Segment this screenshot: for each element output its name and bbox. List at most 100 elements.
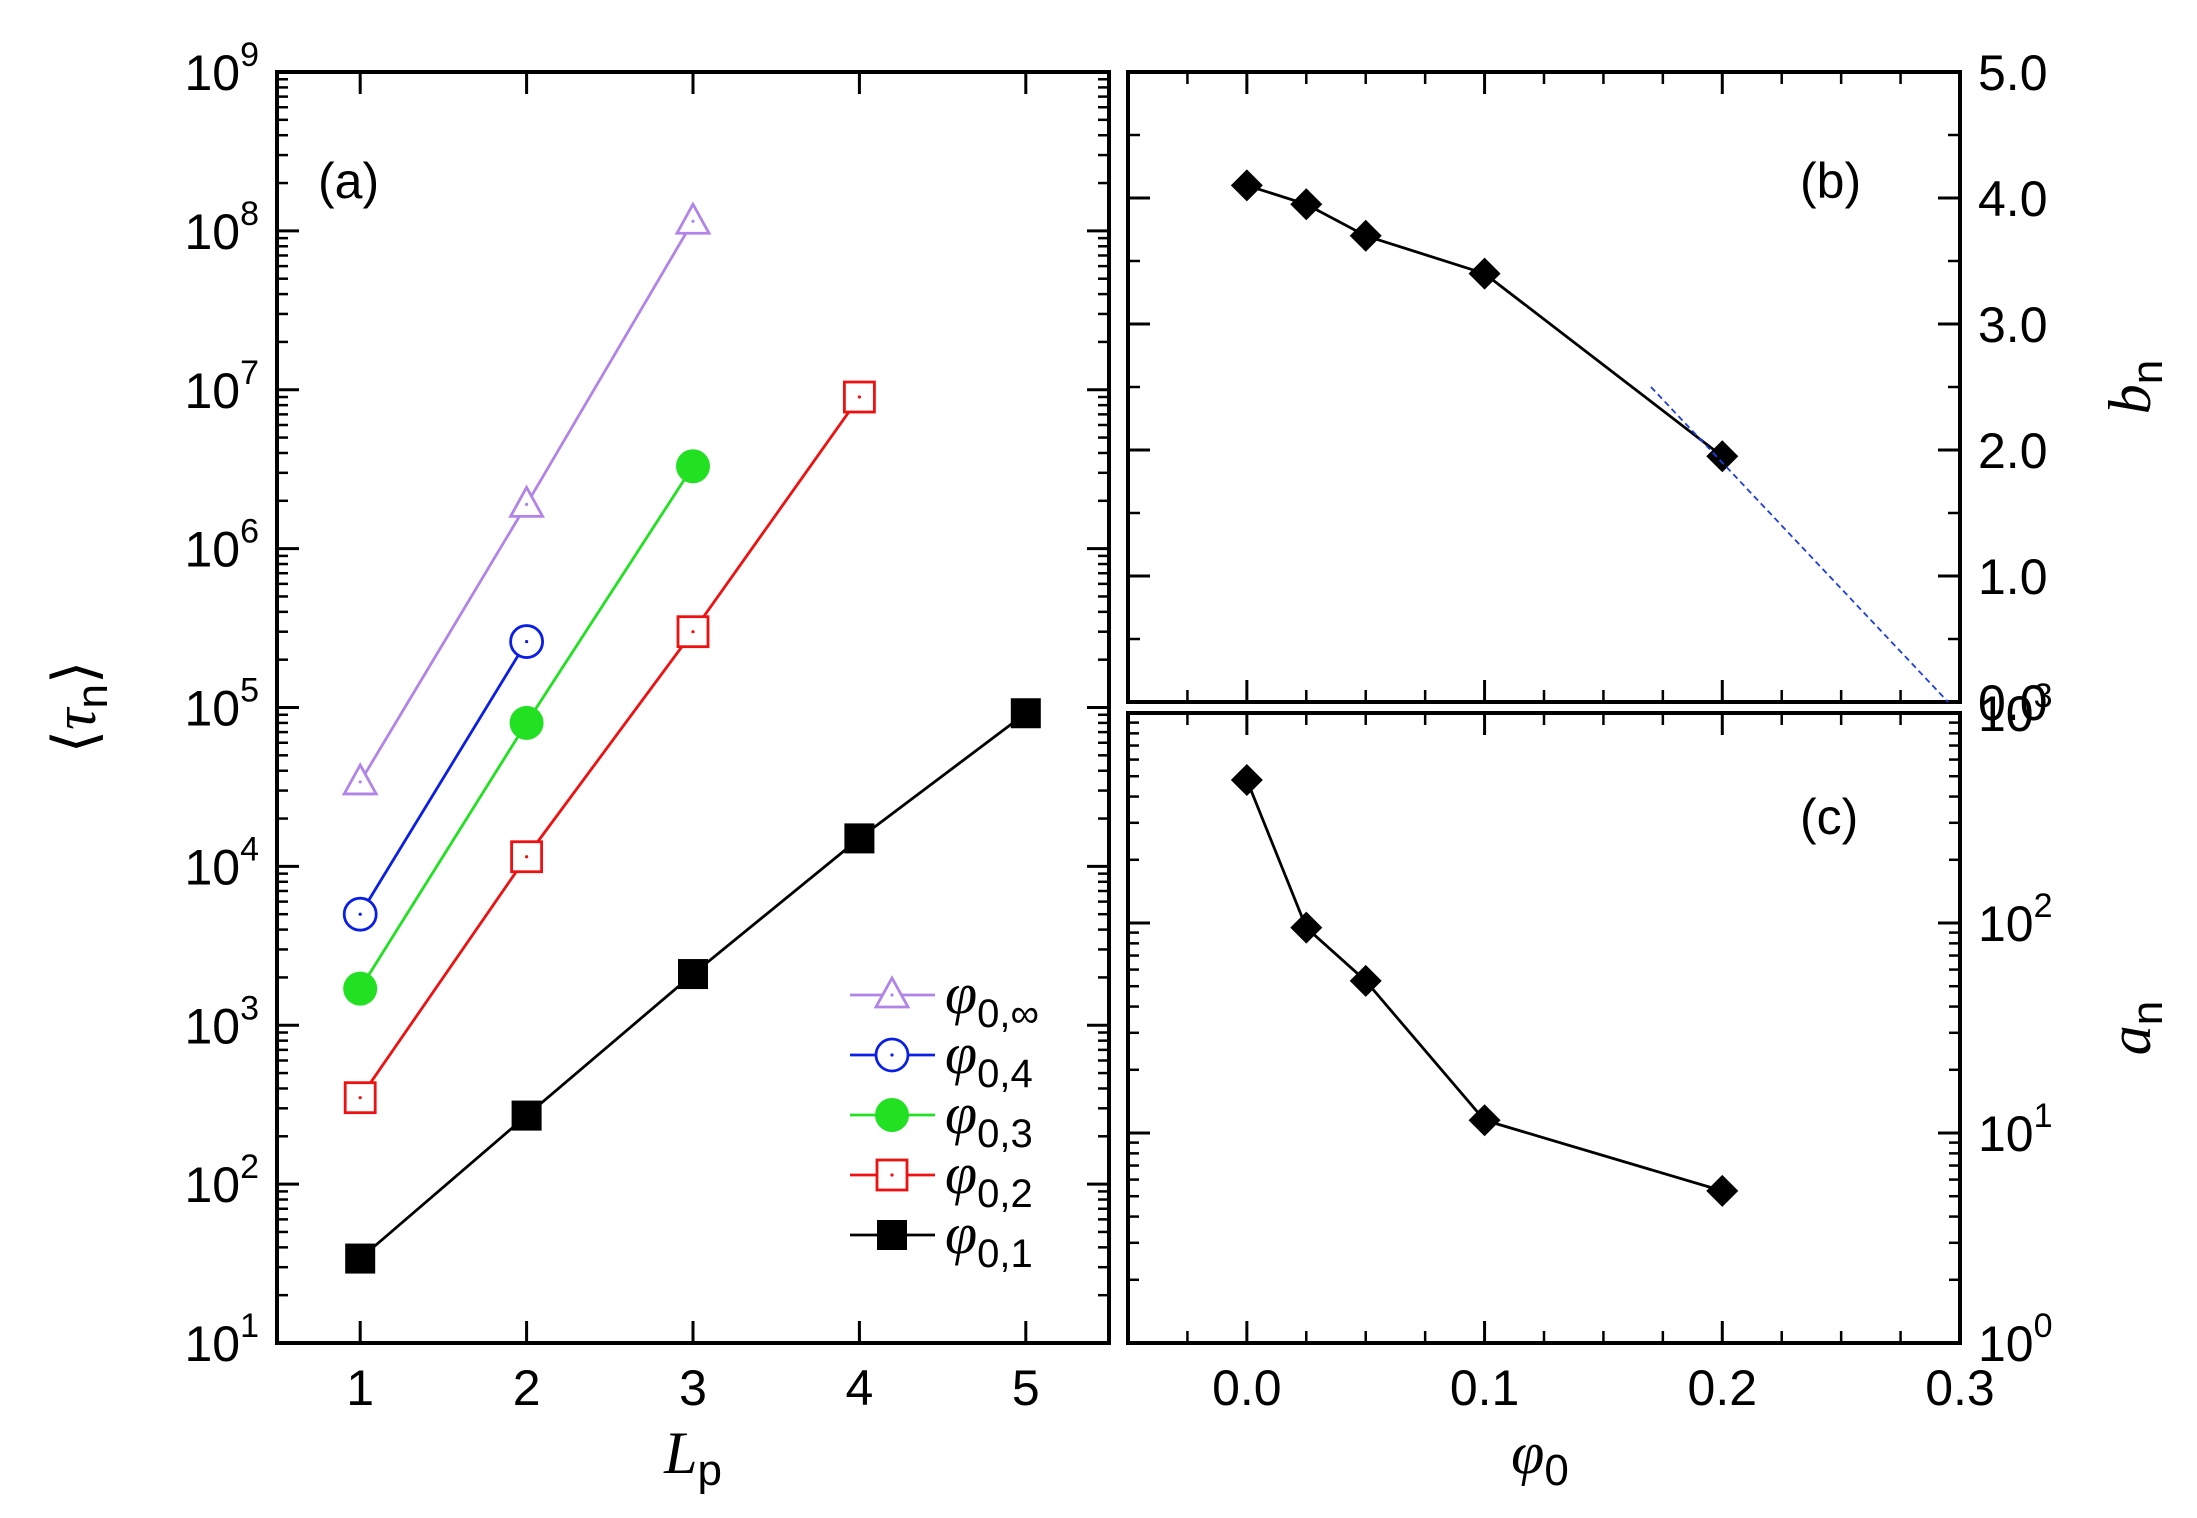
tick-base: 10 xyxy=(1978,1316,2034,1372)
y-axis-sub: n xyxy=(2123,360,2172,384)
legend-entry: φ0,1 xyxy=(850,1201,1033,1276)
x-tick-label: 2 xyxy=(513,1360,541,1416)
data-point-dot xyxy=(525,639,529,644)
data-point xyxy=(1468,1104,1501,1137)
legend-marker xyxy=(873,975,911,1009)
legend-marker-dot xyxy=(890,1173,894,1177)
y-tick-label: 108 xyxy=(184,195,259,260)
legend-symbol: φ xyxy=(945,1141,977,1206)
data-point-dot xyxy=(358,1096,362,1100)
tick-base: 10 xyxy=(184,998,240,1054)
legend-sub: 0,∞ xyxy=(977,992,1039,1036)
y-tick-label: 103 xyxy=(1978,677,2053,742)
legend-label: φ0,2 xyxy=(945,1141,1033,1216)
tick-base: 10 xyxy=(184,204,240,260)
series-line-1 xyxy=(359,640,528,915)
legend-label: φ0,4 xyxy=(945,1021,1033,1096)
tick-exp: 1 xyxy=(2034,1097,2053,1135)
y-tick-label: 104 xyxy=(184,830,259,895)
data-point-dot xyxy=(358,912,362,916)
data-point-dot xyxy=(691,630,695,634)
legend-label: φ0,3 xyxy=(945,1081,1033,1156)
tick-exp: 3 xyxy=(240,989,259,1027)
x-tick-label: 0.3 xyxy=(1925,1360,1995,1416)
tick-base: 10 xyxy=(1978,896,2034,952)
y-tick-label: 107 xyxy=(184,354,259,419)
data-point xyxy=(1230,169,1263,202)
x-tick-label: 0.0 xyxy=(1212,1360,1282,1416)
y-axis-title-c: an xyxy=(2097,1001,2172,1055)
tick-exp: 2 xyxy=(240,1148,259,1186)
data-point xyxy=(1290,911,1323,944)
y-axis-bracket: ⟨ xyxy=(42,730,108,753)
panel-label-b: (b) xyxy=(1800,153,1861,209)
legend-sub: 0,4 xyxy=(977,1052,1033,1096)
data-point xyxy=(1706,1174,1739,1207)
tick-exp: 0 xyxy=(2034,1307,2053,1345)
x-tick-label: 1 xyxy=(346,1360,374,1416)
y-tick-label: 2.0 xyxy=(1978,423,2048,479)
y-tick-label: 106 xyxy=(184,513,259,578)
legend-marker xyxy=(877,1220,907,1250)
data-point xyxy=(343,971,378,1006)
legend-sub: 0,2 xyxy=(977,1172,1033,1216)
tick-exp: 9 xyxy=(240,36,259,74)
y-tick-label: 109 xyxy=(184,36,259,101)
tick-base: 10 xyxy=(184,839,240,895)
data-point xyxy=(1706,440,1739,473)
x-axis-sub: p xyxy=(697,1446,721,1495)
y-tick-label: 103 xyxy=(184,989,259,1054)
data-point-dot xyxy=(857,395,862,399)
x-axis-title-c: φ0 xyxy=(1511,1420,1569,1495)
data-point xyxy=(1290,188,1323,221)
legend-symbol: φ xyxy=(945,1081,977,1146)
x-tick-label: 0.2 xyxy=(1688,1360,1758,1416)
series-line-0 xyxy=(1246,184,1724,458)
x-axis-sub: 0 xyxy=(1544,1446,1568,1495)
y-tick-label: 102 xyxy=(184,1148,259,1213)
data-point xyxy=(345,1243,376,1274)
tick-base: 10 xyxy=(184,1157,240,1213)
data-point xyxy=(676,449,710,484)
data-point xyxy=(508,484,545,518)
data-point xyxy=(511,1100,542,1131)
series-line-3 xyxy=(359,396,861,1099)
series-line-1 xyxy=(1650,386,1949,703)
legend-symbol: φ xyxy=(945,961,977,1026)
y-tick-label: 0.0 xyxy=(1978,675,2048,731)
tick-exp: 5 xyxy=(240,672,259,710)
legend-marker xyxy=(875,1098,909,1132)
legend-sub: 0,3 xyxy=(977,1112,1033,1156)
y-axis-symbol: τ xyxy=(42,706,108,730)
data-point xyxy=(678,959,708,990)
y-axis-sub: n xyxy=(2123,1001,2172,1025)
data-point-dot xyxy=(525,855,529,859)
y-tick-label: 4.0 xyxy=(1978,171,2048,227)
data-point xyxy=(844,823,875,854)
tick-base: 10 xyxy=(184,522,240,578)
legend-sub: 0,1 xyxy=(977,1232,1033,1276)
legend-marker-dot xyxy=(890,1053,894,1057)
x-axis-symbol: φ xyxy=(1511,1420,1544,1486)
data-point xyxy=(341,762,379,796)
data-point-dot xyxy=(525,502,529,506)
data-point xyxy=(1468,257,1501,290)
legend-entry: φ0,4 xyxy=(850,1021,1033,1096)
tick-exp: 1 xyxy=(240,1307,259,1345)
data-point xyxy=(1230,763,1263,796)
y-tick-label: 101 xyxy=(1978,1097,2053,1162)
legend-entry: φ0,3 xyxy=(850,1081,1033,1156)
panel-b: 0.0 1.0 2.0 3.0 4.0 5.0 (b) bn xyxy=(1126,45,2172,731)
data-point-dot xyxy=(691,219,695,223)
legend-entry: φ0,∞ xyxy=(850,961,1039,1036)
data-point xyxy=(343,1081,377,1115)
legend: φ0,∞φ0,4φ0,3φ0,2φ0,1 xyxy=(850,961,1039,1276)
tick-exp: 4 xyxy=(240,830,259,868)
y-tick-label: 3.0 xyxy=(1978,297,2048,353)
data-point xyxy=(509,705,544,740)
data-point xyxy=(1010,698,1041,729)
panel-label-c: (c) xyxy=(1800,789,1858,845)
panel-label-a: (a) xyxy=(318,153,379,209)
